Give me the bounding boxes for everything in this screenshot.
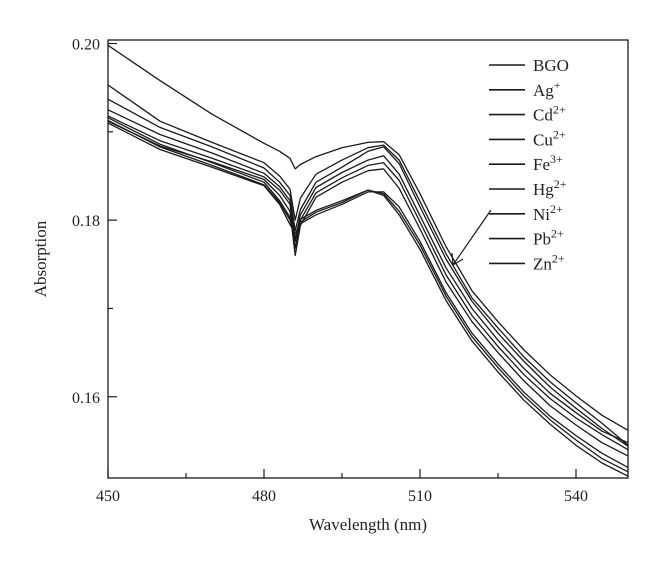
legend-label: Pb2+ — [533, 227, 564, 249]
legend-label: Cd2+ — [533, 103, 566, 125]
x-tick-label: 480 — [252, 488, 276, 505]
series-line-5 — [107, 115, 629, 451]
legend-label: Ni2+ — [533, 202, 563, 224]
series-line-3 — [107, 98, 629, 447]
x-axis: 450 480 510 540 — [96, 469, 588, 505]
y-axis: 0.16 0.18 0.20 — [72, 37, 117, 407]
x-tick-label: 450 — [96, 488, 120, 505]
series-line-8 — [107, 119, 629, 473]
annotation-arrow-shaft — [452, 209, 492, 266]
y-tick-label: 0.18 — [72, 213, 100, 230]
x-tick-label: 540 — [564, 488, 588, 505]
y-axis-label: Absorption — [31, 220, 50, 297]
annotation-arrow-head — [451, 252, 464, 267]
series-line-4 — [107, 109, 629, 444]
legend-label: Zn2+ — [533, 251, 565, 273]
plot-frame — [107, 39, 629, 479]
legend-label: Ag+ — [533, 78, 561, 100]
series-line-9 — [107, 117, 629, 477]
legend: BGO Ag+ Cd2+Cu2+ Fe3+ Hg2+ Ni2+ Pb2+Zn2+ — [489, 56, 569, 273]
legend-label: Cu2+ — [533, 127, 566, 149]
legend-label: Hg2+ — [533, 177, 567, 199]
series-line-2 — [107, 84, 629, 446]
x-tick-label: 510 — [408, 488, 432, 505]
series-line-6 — [107, 120, 629, 457]
y-tick-label: 0.20 — [72, 37, 100, 54]
x-axis-label: Wavelength (nm) — [309, 515, 427, 534]
plot-lines — [107, 44, 629, 477]
series-line-1 — [107, 44, 629, 431]
series-line-7 — [107, 122, 629, 468]
y-tick-label: 0.16 — [72, 390, 100, 407]
legend-label: Fe3+ — [533, 152, 563, 174]
legend-label: BGO — [533, 56, 569, 75]
